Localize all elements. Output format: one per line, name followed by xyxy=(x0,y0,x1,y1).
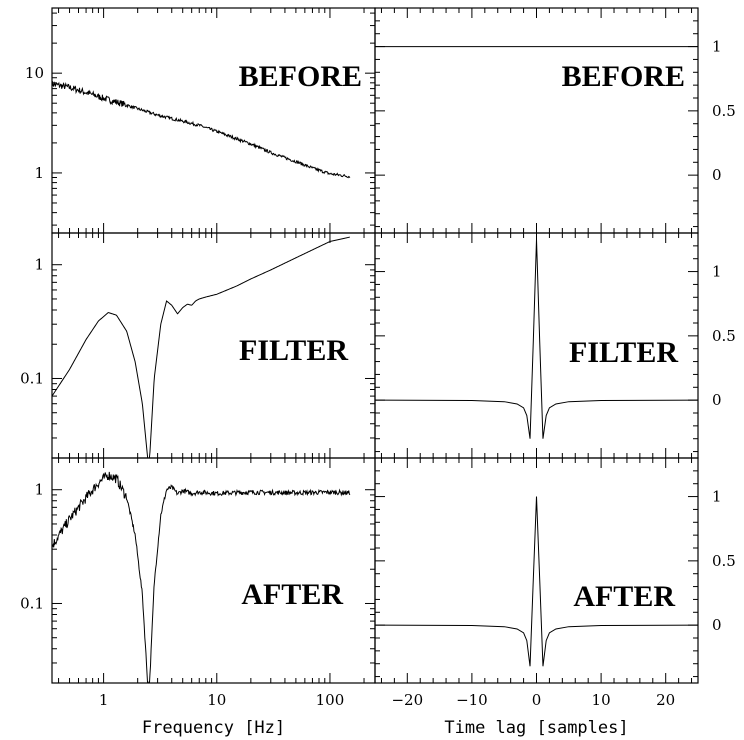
y-tick-label: 0.1 xyxy=(20,594,44,612)
plot-frame xyxy=(51,7,376,234)
x-tick-label: 10 xyxy=(207,691,226,709)
plot-frame xyxy=(374,7,699,234)
x-tick-label: 10 xyxy=(592,691,611,709)
panel-left-top: 1 10 BEFORE xyxy=(25,7,376,234)
panel-title: FILTER xyxy=(569,336,678,369)
series-line xyxy=(375,496,698,667)
series-line xyxy=(52,236,351,458)
series-line xyxy=(52,471,351,683)
x-axis-label: Time lag [samples] xyxy=(444,718,628,738)
x-axis-label: Frequency [Hz] xyxy=(142,718,285,738)
y-tick-label: 0.1 xyxy=(20,369,44,387)
x-tick-label: 100 xyxy=(316,691,345,709)
panel-left-bot: 0.1 1 1 10 100 Frequency [Hz] AFTER xyxy=(20,457,376,738)
y-tick-label: 1 xyxy=(34,164,44,182)
panel-title: BEFORE xyxy=(562,60,685,93)
x-tick-label: 1 xyxy=(99,691,109,709)
panel-title: AFTER xyxy=(573,580,675,613)
y-tick-label: 0 xyxy=(712,391,722,409)
y-tick-label: 1 xyxy=(712,263,722,281)
series-line xyxy=(375,239,698,439)
y-tick-label: 1 xyxy=(712,38,722,56)
y-tick-label: 0.5 xyxy=(712,102,736,120)
plot-frame xyxy=(374,457,699,684)
panel-right-bot: 0 0.5 1 −20 −10 0 10 20 Time lag [samples] AFTER xyxy=(374,457,736,738)
panel-title: BEFORE xyxy=(239,60,362,93)
y-tick-label: 10 xyxy=(25,64,44,82)
y-tick-label: 1 xyxy=(712,488,722,506)
x-tick-label: −20 xyxy=(391,691,423,709)
x-tick-label: 0 xyxy=(532,691,542,709)
y-tick-label: 0.5 xyxy=(712,552,736,570)
y-tick-label: 1 xyxy=(34,256,44,274)
y-tick-label: 0 xyxy=(712,166,722,184)
panel-title: FILTER xyxy=(239,334,348,367)
y-tick-label: 0 xyxy=(712,616,722,634)
panel-title: AFTER xyxy=(241,578,343,611)
x-tick-label: 20 xyxy=(656,691,675,709)
x-tick-label: −10 xyxy=(456,691,488,709)
series-line xyxy=(52,81,351,179)
y-tick-label: 1 xyxy=(34,481,44,499)
panel-left-mid: 0.1 1 FILTER xyxy=(20,232,376,459)
y-tick-label: 0.5 xyxy=(712,327,736,345)
panel-right-top: 0 0.5 1 BEFORE xyxy=(374,7,736,234)
panel-right-mid: 0 0.5 1 FILTER xyxy=(374,232,736,459)
